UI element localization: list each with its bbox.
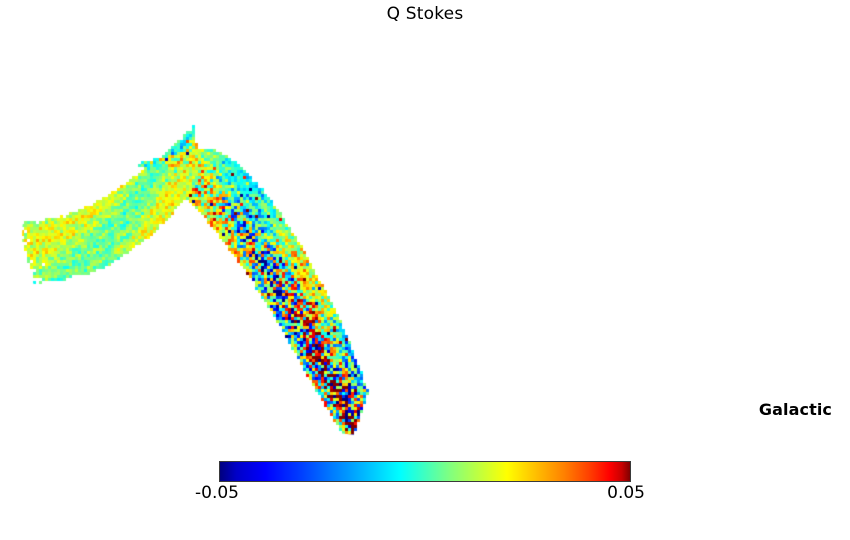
colorbar: -0.05 0.05 xyxy=(195,461,645,505)
page-title: Q Stokes xyxy=(386,4,464,24)
colorbar-max-tick-label: 0.05 xyxy=(607,483,645,503)
coordinate-system-label: Galactic xyxy=(758,400,832,419)
colorbar-min-tick-label: -0.05 xyxy=(195,483,239,503)
mollweide-sky-map xyxy=(0,20,850,450)
colorbar-gradient xyxy=(219,461,631,482)
